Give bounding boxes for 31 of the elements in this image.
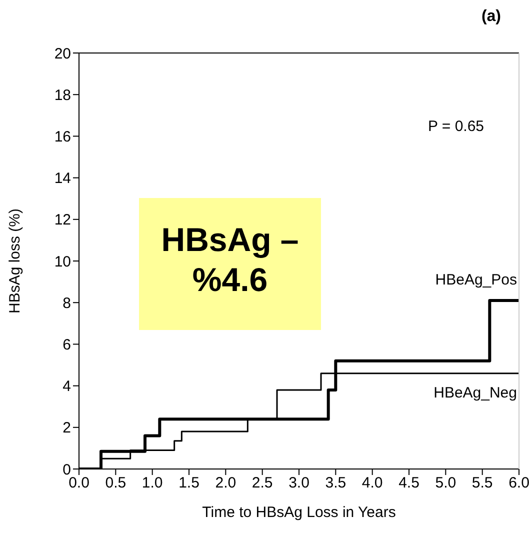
- y-tick-label: 18: [54, 86, 71, 104]
- annotation: HBsAg – %4.6: [139, 198, 321, 330]
- x-tick-label: 4.0: [362, 474, 383, 492]
- y-axis-title: HBsAg loss (%): [6, 208, 24, 314]
- series-label: HBeAg_Pos: [435, 272, 517, 289]
- chart-title: (a): [481, 8, 501, 26]
- x-tick-label: 2.5: [252, 474, 273, 492]
- x-tick-label: 3.0: [288, 474, 310, 492]
- y-tick-label: 2: [62, 420, 71, 437]
- annotation: P = 0.65: [428, 118, 484, 135]
- x-tick-label: 1.0: [142, 474, 163, 492]
- x-axis-title: Time to HBsAg Loss in Years: [202, 504, 396, 521]
- x-tick-label: 0.0: [68, 474, 90, 492]
- y-tick-label: 14: [54, 170, 71, 188]
- series-label: HBeAg_Neg: [434, 384, 517, 402]
- x-tick-label: 6.0: [508, 474, 529, 492]
- y-tick-label: 16: [54, 128, 71, 146]
- y-tick-label: 10: [54, 253, 71, 270]
- y-tick-label: 6: [62, 336, 71, 354]
- y-tick-label: 20: [54, 45, 71, 62]
- x-tick-label: 5.5: [472, 474, 493, 492]
- x-tick-label: 5.0: [435, 474, 456, 492]
- y-tick-label: 4: [62, 378, 71, 396]
- x-tick-label: 3.5: [325, 474, 346, 492]
- x-tick-label: 4.5: [398, 474, 420, 492]
- y-tick-label: 0: [62, 461, 71, 478]
- y-tick-label: 12: [54, 212, 71, 229]
- x-tick-label: 0.5: [105, 474, 126, 492]
- x-tick-label: 2.0: [215, 474, 236, 492]
- y-tick-label: 8: [62, 294, 71, 312]
- x-tick-label: 1.5: [178, 474, 200, 492]
